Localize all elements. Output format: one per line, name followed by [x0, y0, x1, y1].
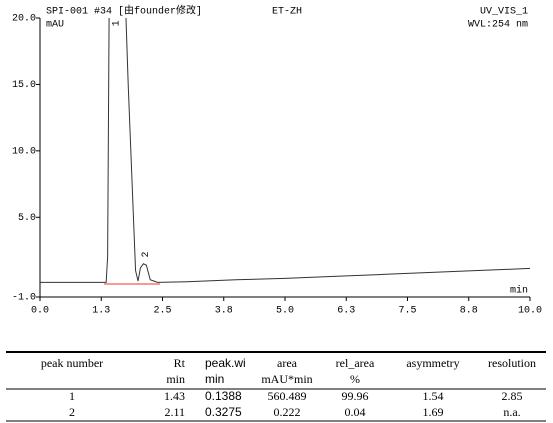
- y-tick-label: 20.0: [12, 14, 36, 25]
- channel: UV_VIS_1: [480, 7, 528, 18]
- x-axis-label: min: [510, 285, 528, 297]
- table-unit: %: [350, 372, 360, 386]
- table-unit: mAU*min: [261, 372, 312, 386]
- y-axis-label: mAU: [46, 20, 64, 31]
- table-unit: min: [205, 372, 224, 386]
- x-tick-label: 0.0: [31, 306, 49, 317]
- table-header: resolution: [488, 356, 536, 370]
- wavelength: WVL:254 nm: [468, 20, 528, 31]
- table-cell: 1.69: [423, 405, 444, 419]
- table-unit: min: [166, 372, 185, 386]
- y-tick-label: 5.0: [18, 213, 36, 224]
- x-tick-label: 1.3: [92, 306, 110, 317]
- table-cell: 0.222: [274, 405, 301, 419]
- table-header: rel_area: [336, 356, 375, 370]
- table-cell: 560.489: [268, 389, 307, 403]
- chart-title: SPI-001 #34 [由founder修改]: [46, 4, 202, 18]
- x-tick-label: 6.3: [337, 306, 355, 317]
- table-cell: 2: [69, 405, 75, 419]
- table-header: peak number: [41, 356, 103, 370]
- x-tick-label: 2.5: [153, 306, 171, 317]
- table-cell: 2.11: [164, 405, 185, 419]
- table-cell: 0.04: [345, 405, 366, 419]
- table-header: peak.wi: [205, 356, 246, 370]
- chart-subtitle: ET-ZH: [272, 7, 302, 18]
- y-tick-label: 15.0: [12, 80, 36, 91]
- table-cell: 0.3275: [205, 405, 242, 419]
- table-cell: 2.85: [502, 389, 523, 403]
- table-header: asymmetry: [406, 356, 459, 370]
- chromatogram-line: [40, 18, 530, 283]
- x-tick-label: 5.0: [276, 306, 294, 317]
- table-header: area: [277, 356, 298, 370]
- table-header: Rt: [174, 356, 186, 370]
- table-cell: 1: [69, 389, 75, 403]
- y-tick-label: 10.0: [12, 146, 36, 157]
- y-tick-label: -1.0: [12, 293, 36, 304]
- x-tick-label: 7.5: [398, 306, 416, 317]
- x-tick-label: 8.8: [460, 306, 478, 317]
- x-tick-label: 10.0: [518, 306, 542, 317]
- table-cell: 0.1388: [205, 389, 242, 403]
- peak-label: 1: [112, 20, 123, 26]
- peak-label: 2: [141, 251, 152, 257]
- x-tick-label: 3.8: [215, 306, 233, 317]
- table-cell: n.a.: [503, 405, 520, 419]
- table-cell: 1.43: [164, 389, 185, 403]
- table-cell: 99.96: [342, 389, 369, 403]
- table-cell: 1.54: [423, 389, 444, 403]
